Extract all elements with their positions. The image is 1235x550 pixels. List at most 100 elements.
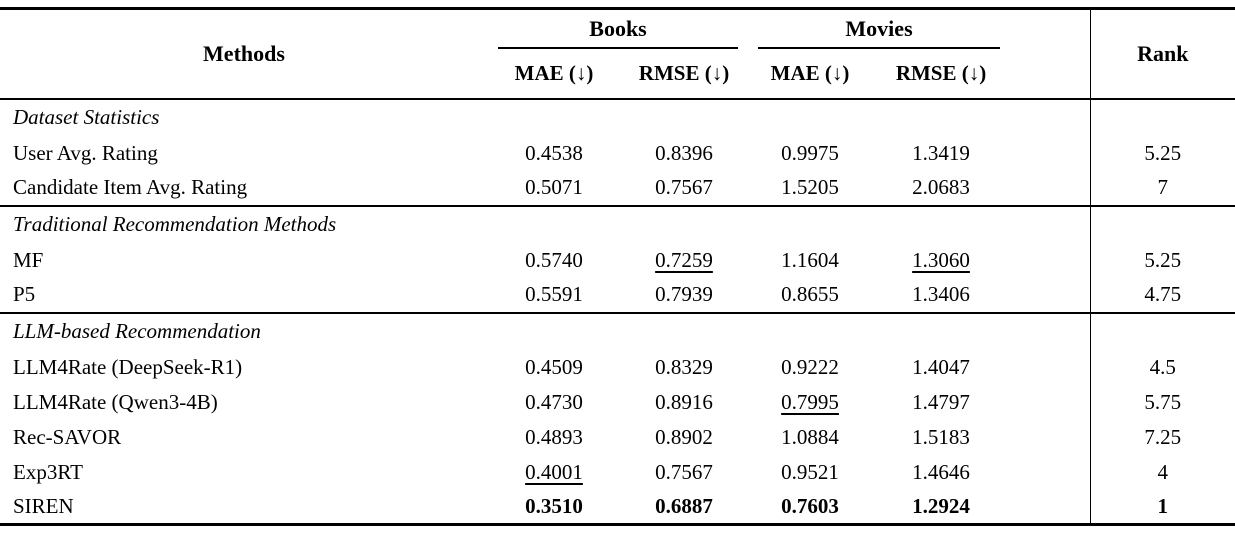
rank-value: 4 xyxy=(1157,459,1169,484)
rank-value: 7 xyxy=(1157,175,1169,199)
metric-value: 0.7603 xyxy=(781,493,839,518)
vertical-divider-cell xyxy=(1010,204,1091,243)
metric-cell: 0.4893 xyxy=(488,420,620,455)
vertical-divider-cell xyxy=(1010,454,1091,490)
vertical-divider-cell xyxy=(1010,98,1091,136)
metric-value: 1.5183 xyxy=(912,424,970,449)
metric-cell: 2.0683 xyxy=(872,171,1010,206)
metric-cell: 1.3419 xyxy=(872,136,1010,171)
col-header-methods: Methods xyxy=(0,8,488,100)
metric-value: 0.9222 xyxy=(781,354,839,379)
metric-value: 1.3060 xyxy=(912,247,970,272)
vertical-divider-cell xyxy=(1010,135,1091,171)
table-row: User Avg. Rating 0.4538 0.8396 0.9975 1.3419… xyxy=(0,135,1235,171)
vertical-divider-cell xyxy=(1010,242,1091,278)
metric-value: 1.4646 xyxy=(912,459,970,484)
metric-value: 0.9975 xyxy=(781,140,839,165)
col-header-rank: Rank xyxy=(1090,8,1235,100)
section-title-cell: LLM-based Recommendation xyxy=(0,311,488,350)
movies-cmidrule xyxy=(758,47,1001,49)
metric-cell: 0.7603 xyxy=(748,490,872,525)
metric-cell-empty xyxy=(620,204,749,243)
rank-value: 5.75 xyxy=(1144,389,1182,414)
method-cell: LLM4Rate (Qwen3-4B) xyxy=(13,389,218,414)
metric-value: 0.6887 xyxy=(655,493,713,518)
metric-value: 0.8916 xyxy=(655,389,713,414)
metric-cell: 0.5071 xyxy=(488,171,620,206)
metric-value: 1.4797 xyxy=(912,389,970,414)
metric-cell: 0.7567 xyxy=(620,455,748,490)
results-table: Methods Books Movies Rank MAE (↓) RMSE (… xyxy=(0,7,1235,526)
metric-cell: 0.4001 xyxy=(488,455,620,490)
metric-cell-empty xyxy=(748,99,872,136)
metric-value: 0.7939 xyxy=(655,282,713,306)
vertical-divider-cell xyxy=(1010,349,1091,385)
metric-value: 0.3510 xyxy=(525,493,583,518)
rank-cell: 5.25 xyxy=(1090,243,1235,278)
rank-value: 4.75 xyxy=(1144,282,1182,306)
metric-value: 0.4509 xyxy=(525,354,583,379)
metric-cell: 1.5183 xyxy=(872,420,1010,455)
vertical-divider xyxy=(1010,8,1091,100)
rank-cell: 1 xyxy=(1090,490,1235,525)
metric-value: 2.0683 xyxy=(912,175,970,199)
metric-value: 0.8655 xyxy=(781,282,839,306)
metric-value: 0.8396 xyxy=(655,140,713,165)
table-body: Dataset Statistics User Avg. Rating 0.4538… xyxy=(0,98,1235,525)
metric-value: 0.8329 xyxy=(655,354,713,379)
metric-value: 0.5071 xyxy=(525,175,583,199)
rank-cell: 7.25 xyxy=(1090,420,1235,455)
table-row: LLM4Rate (Qwen3-4B) 0.4730 0.8916 0.7995 1.4… xyxy=(0,384,1235,420)
metric-value: 1.3419 xyxy=(912,140,970,165)
metric-value: 0.9521 xyxy=(781,459,839,484)
method-cell: LLM4Rate (DeepSeek-R1) xyxy=(13,354,243,379)
rank-value: 4.5 xyxy=(1149,354,1176,379)
metric-value: 1.5205 xyxy=(781,175,839,199)
metric-cell: 0.6887 xyxy=(620,490,748,525)
rank-value: 7.25 xyxy=(1144,424,1182,449)
metric-cell: 0.7995 xyxy=(748,385,872,420)
metric-value: 0.4893 xyxy=(525,424,583,449)
rank-cell: 4.5 xyxy=(1090,350,1235,385)
col-header-books-rmse: RMSE (↓) xyxy=(620,48,749,100)
header-sub-row: MAE (↓) RMSE (↓) MAE (↓) RMSE (↓) xyxy=(0,48,1235,100)
metric-value: 1.1604 xyxy=(781,247,839,272)
rank-cell: 4.75 xyxy=(1090,278,1235,313)
col-group-movies: Movies xyxy=(748,9,1010,49)
metric-cell: 0.8916 xyxy=(620,385,748,420)
metric-value: 0.4730 xyxy=(525,389,583,414)
metric-value: 0.8902 xyxy=(655,424,713,449)
metric-cell-empty xyxy=(872,204,1011,243)
table-row: MF 0.5740 0.7259 1.1604 1.3060 5.25 xyxy=(0,242,1235,278)
metric-value: 0.5591 xyxy=(525,282,583,306)
col-group-movies-label: Movies xyxy=(845,16,913,42)
table-row: Candidate Item Avg. Rating 0.5071 0.7567 1.… xyxy=(0,170,1235,206)
metric-cell: 0.8396 xyxy=(620,136,748,171)
metric-cell: 0.8902 xyxy=(620,420,748,455)
metric-value: 0.7567 xyxy=(655,175,713,199)
metric-cell-empty xyxy=(620,99,748,136)
col-header-books-mae: MAE (↓) xyxy=(488,48,620,100)
metric-value: 0.7995 xyxy=(781,389,839,414)
rank-cell-empty xyxy=(1090,99,1235,136)
table-row: P5 0.5591 0.7939 0.8655 1.3406 4.75 xyxy=(0,277,1235,313)
vertical-divider-cell xyxy=(1010,384,1091,420)
metric-cell: 1.4797 xyxy=(872,385,1010,420)
method-cell: SIREN xyxy=(13,493,74,518)
metric-cell: 1.3060 xyxy=(872,243,1010,278)
rank-cell: 7 xyxy=(1090,171,1235,206)
metric-cell-empty xyxy=(748,311,873,350)
metric-value: 0.7259 xyxy=(655,247,713,272)
metric-value: 1.0884 xyxy=(781,424,839,449)
metric-cell: 1.5205 xyxy=(748,171,872,206)
metric-cell: 0.7567 xyxy=(620,171,748,206)
rank-cell-empty xyxy=(1090,311,1235,350)
header-group-row: Methods Books Movies Rank xyxy=(0,8,1235,100)
metric-cell: 0.5591 xyxy=(488,278,620,313)
metric-cell-empty xyxy=(620,311,749,350)
metric-cell: 1.4646 xyxy=(872,455,1010,490)
col-group-books: Books xyxy=(488,9,748,49)
table-header: Methods Books Movies Rank MAE (↓) RMSE (… xyxy=(0,8,1235,100)
metric-value: 1.4047 xyxy=(912,354,970,379)
table-row: Rec-SAVOR 0.4893 0.8902 1.0884 1.5183 7.25 xyxy=(0,419,1235,455)
